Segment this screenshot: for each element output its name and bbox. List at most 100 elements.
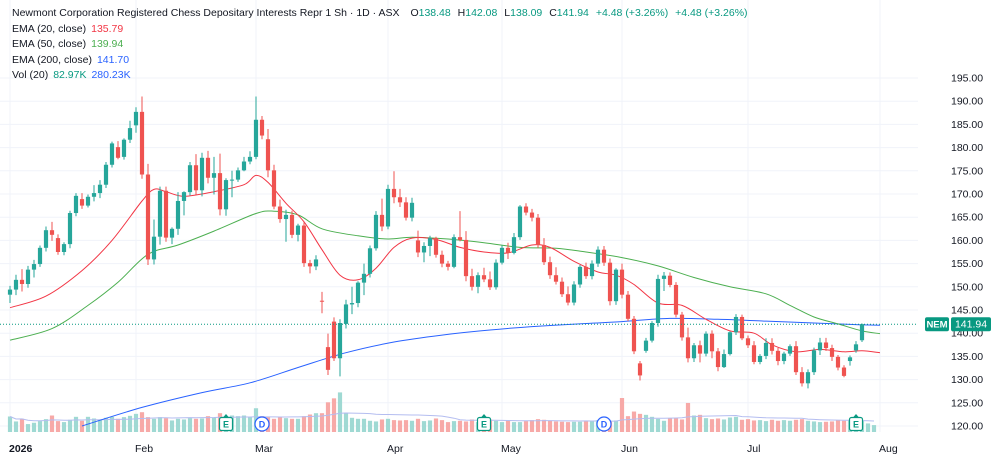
- candle: [379, 198, 385, 232]
- volume-bar: [49, 415, 55, 432]
- candle: [847, 355, 853, 366]
- legend-ema20[interactable]: EMA (20, close) 135.79: [12, 22, 124, 35]
- ema-lines: [9, 174, 881, 427]
- volume-bar: [337, 392, 343, 432]
- candle: [7, 285, 13, 304]
- volume-bar: [655, 418, 661, 432]
- volume-bar: [163, 418, 169, 432]
- change-value: +4.48 (+3.26%): [595, 7, 669, 19]
- volume-bar: [115, 418, 121, 432]
- volume-bar: [25, 424, 31, 432]
- price-axis[interactable]: 195.00 190.00 185.00 180.00 175.00 170.00 165.…: [951, 73, 983, 433]
- candle: [463, 231, 469, 282]
- candle: [301, 222, 307, 267]
- candle: [859, 323, 865, 343]
- volume-bar: [151, 418, 157, 432]
- candle: [97, 180, 103, 199]
- volume-bar: [793, 419, 799, 432]
- volume-bar: [103, 417, 109, 432]
- volume-bar: [871, 425, 877, 432]
- volume-bar: [685, 402, 691, 432]
- candle: [211, 156, 217, 195]
- candle: [169, 227, 175, 245]
- time-axis[interactable]: 2026 Feb Mar Apr May Jun Jul Aug: [9, 443, 898, 455]
- volume-bar: [811, 421, 817, 432]
- instrument-name[interactable]: Newmont Corporation Registered Chess Dep…: [12, 7, 400, 19]
- candle: [175, 192, 181, 235]
- y-tick-label: 175.00: [951, 165, 983, 177]
- candle: [115, 141, 121, 160]
- volume-bar: [649, 416, 655, 432]
- candle: [469, 268, 475, 291]
- y-tick-label: 170.00: [951, 189, 983, 201]
- volume-bar: [127, 415, 133, 432]
- volume-bar: [571, 421, 577, 432]
- candle: [739, 314, 745, 341]
- volume-bar: [277, 417, 283, 432]
- candle: [451, 234, 457, 269]
- candle: [559, 277, 565, 298]
- candle: [547, 256, 553, 279]
- volume-bar: [397, 420, 403, 432]
- candle: [241, 156, 247, 172]
- earnings-marker[interactable]: E: [476, 414, 492, 432]
- candle: [163, 186, 169, 242]
- volume-bar: [307, 414, 313, 432]
- volume-bar: [529, 420, 535, 432]
- candle: [745, 335, 751, 349]
- candle: [541, 238, 547, 265]
- volume-bar: [727, 417, 733, 432]
- candle: [133, 107, 139, 133]
- candle: [67, 210, 73, 249]
- volume-bar: [241, 415, 247, 432]
- svg-text:D: D: [601, 420, 608, 430]
- candle: [217, 153, 223, 216]
- volume-bar: [271, 418, 277, 432]
- dividend-marker[interactable]: D: [596, 416, 612, 432]
- candle: [625, 290, 631, 322]
- candle: [511, 232, 517, 255]
- volume-bar: [409, 420, 415, 432]
- volume-bar: [355, 418, 361, 432]
- chart-legend: Newmont Corporation Registered Chess Dep…: [12, 6, 748, 84]
- candle: [781, 351, 787, 365]
- earnings-marker[interactable]: E: [218, 414, 234, 432]
- volume-bar: [283, 418, 289, 432]
- volume-bar: [523, 421, 529, 432]
- volume-bar: [247, 416, 253, 432]
- volume-bar: [13, 421, 19, 432]
- candle: [673, 282, 679, 318]
- candle: [205, 150, 211, 184]
- volume-bar: [439, 420, 445, 432]
- earnings-marker[interactable]: E: [848, 414, 864, 432]
- svg-text:E: E: [853, 420, 859, 430]
- volume-bar: [697, 414, 703, 432]
- x-tick-label: Feb: [135, 443, 153, 455]
- volume-bar: [757, 420, 763, 432]
- volume-bar: [637, 413, 643, 432]
- volume-bar: [463, 421, 469, 432]
- legend-volume[interactable]: Vol (20) 82.97K 280.23K: [12, 69, 131, 81]
- low-value: 138.09: [510, 7, 543, 19]
- volume-bar: [319, 413, 325, 432]
- candle: [655, 274, 661, 327]
- volume-bar: [367, 420, 373, 432]
- candle: [289, 210, 295, 239]
- legend-ema200[interactable]: EMA (200, close) 141.70: [12, 53, 130, 66]
- volume-bar: [787, 420, 793, 432]
- symbol-header: Newmont Corporation Registered Chess Dep…: [12, 6, 748, 22]
- volume-bar: [133, 413, 139, 432]
- candle: [643, 337, 649, 353]
- candle: [361, 263, 367, 296]
- candle: [307, 259, 313, 274]
- volume-bar: [145, 417, 151, 432]
- candle: [235, 167, 241, 182]
- candle: [199, 152, 205, 197]
- candle: [73, 193, 79, 217]
- dividend-marker[interactable]: D: [254, 416, 270, 432]
- candle: [193, 154, 199, 195]
- candle: [109, 141, 115, 168]
- y-tick-label: 195.00: [951, 73, 983, 85]
- legend-ema50[interactable]: EMA (50, close) 139.94: [12, 38, 124, 50]
